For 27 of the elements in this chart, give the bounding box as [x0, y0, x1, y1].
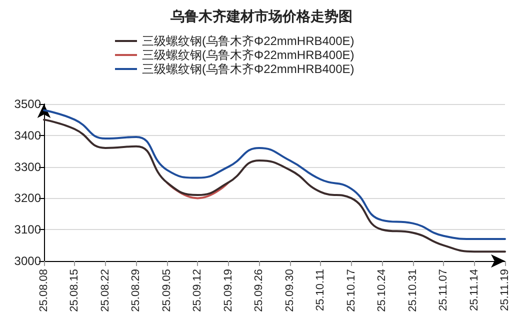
- x-tick-label: 25.11.19: [499, 269, 511, 312]
- x-tick-label: 25.08.15: [68, 269, 81, 312]
- x-tick-label: 25.09.30: [284, 269, 296, 312]
- x-tick-label: 25.09.19: [222, 269, 234, 312]
- y-tick-label: 3500: [14, 97, 42, 111]
- x-tick-label: 25.10.24: [376, 269, 388, 312]
- x-tick-label: 25.10.31: [406, 269, 419, 312]
- y-tick-label: 3100: [14, 222, 42, 237]
- x-tick-label: 25.10.11: [314, 269, 327, 312]
- y-tick-label: 3400: [14, 128, 42, 142]
- x-tick-label: 25.09.05: [160, 269, 173, 312]
- legend-label: 三级螺纹钢(乌鲁木齐Φ22mmHRB400E): [142, 62, 354, 76]
- legend-label: 三级螺纹钢(乌鲁木齐Φ22mmHRB400E): [142, 34, 354, 48]
- x-tick-label: 25.08.29: [130, 269, 142, 312]
- legend-label: 三级螺纹钢(乌鲁木齐Φ22mmHRB400E): [142, 48, 354, 62]
- x-tick-label: 25.09.26: [253, 269, 266, 312]
- x-tick-label: 25.11.14: [468, 269, 480, 312]
- y-tick-label: 3000: [14, 254, 42, 268]
- x-tick-label: 25.08.22: [99, 269, 112, 312]
- x-tick-label: 25.11.07: [438, 269, 450, 312]
- chart-title: 乌鲁木齐建材市场价格走势图: [170, 8, 352, 24]
- y-tick-label: 3200: [14, 191, 42, 206]
- x-tick-label: 25.08.08: [38, 269, 50, 312]
- y-tick-label: 3300: [14, 160, 42, 174]
- x-tick-label: 25.09.12: [192, 269, 204, 312]
- x-tick-label: 25.10.17: [345, 269, 358, 312]
- line-series: [43, 118, 506, 253]
